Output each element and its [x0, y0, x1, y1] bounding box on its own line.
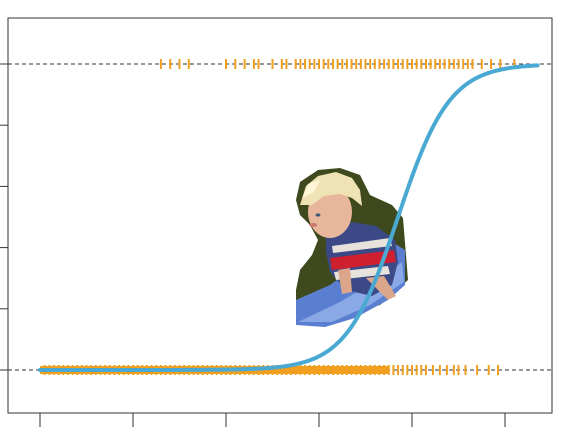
plot-frame [8, 18, 552, 413]
y-axis [0, 64, 8, 370]
x-axis [40, 413, 505, 427]
